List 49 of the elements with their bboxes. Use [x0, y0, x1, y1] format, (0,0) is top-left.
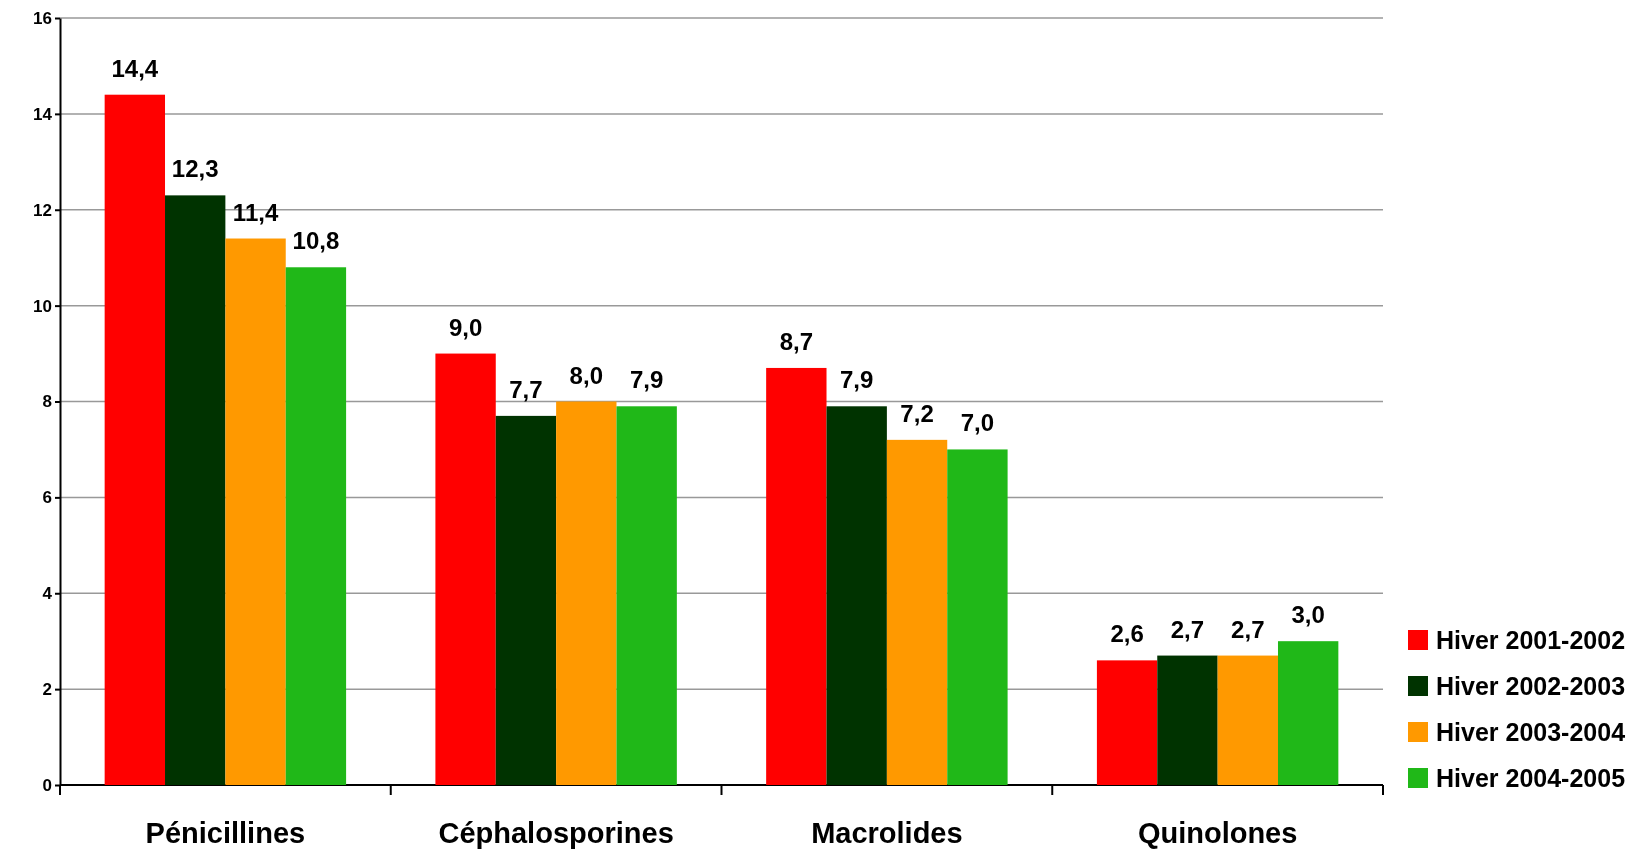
bar: [435, 353, 496, 785]
bar: [1277, 641, 1339, 785]
data-label: 7,2: [900, 399, 934, 427]
data-label: 3,0: [1291, 601, 1325, 629]
data-label: 7,9: [629, 366, 664, 394]
bar: [1217, 655, 1278, 785]
y-tick-label: 14: [33, 104, 53, 124]
bar: [886, 439, 948, 785]
bar: [285, 267, 347, 785]
bar: [1157, 655, 1218, 785]
data-label: 2,6: [1110, 620, 1144, 648]
legend-label: Hiver 2003-2004: [1436, 718, 1626, 746]
y-tick-label: 10: [33, 296, 52, 316]
bar: [947, 449, 1008, 785]
legend-label: Hiver 2004-2005: [1436, 764, 1626, 792]
bar: [616, 406, 677, 785]
data-label: 10,8: [292, 227, 340, 255]
bar: [495, 415, 557, 785]
y-tick-label: 8: [42, 392, 52, 412]
y-tick-label: 0: [42, 775, 52, 795]
y-tick-label: 4: [42, 584, 53, 604]
y-tick-label: 6: [42, 488, 52, 508]
legend-label: Hiver 2001-2002: [1436, 626, 1626, 654]
bar: [826, 406, 887, 785]
bar: [104, 94, 166, 785]
data-label: 8,7: [779, 327, 814, 355]
legend-label: Hiver 2002-2003: [1436, 672, 1626, 700]
bar: [165, 195, 226, 785]
data-label: 2,7: [1170, 615, 1205, 643]
data-label: 11,4: [232, 198, 279, 226]
x-tick-label: Pénicillines: [145, 817, 306, 849]
data-label: 14,4: [111, 54, 159, 82]
y-tick-label: 16: [33, 8, 52, 28]
data-label: 12,3: [171, 155, 219, 183]
bar: [1096, 660, 1158, 785]
y-tick-label: 12: [33, 200, 52, 220]
data-label: 2,7: [1231, 615, 1265, 643]
bar: [225, 238, 286, 785]
x-tick-label: Quinolones: [1137, 817, 1298, 849]
bar: [556, 401, 617, 785]
data-label: 8,0: [569, 361, 603, 389]
x-tick-label: Macrolides: [811, 817, 963, 849]
y-tick-label: 2: [42, 680, 52, 700]
data-label: 7,7: [509, 375, 543, 403]
data-label: 7,9: [840, 366, 874, 394]
x-tick-label: Céphalosporines: [438, 817, 674, 849]
data-label: 7,0: [960, 409, 995, 437]
data-label: 9,0: [448, 313, 483, 341]
bar: [766, 367, 827, 785]
